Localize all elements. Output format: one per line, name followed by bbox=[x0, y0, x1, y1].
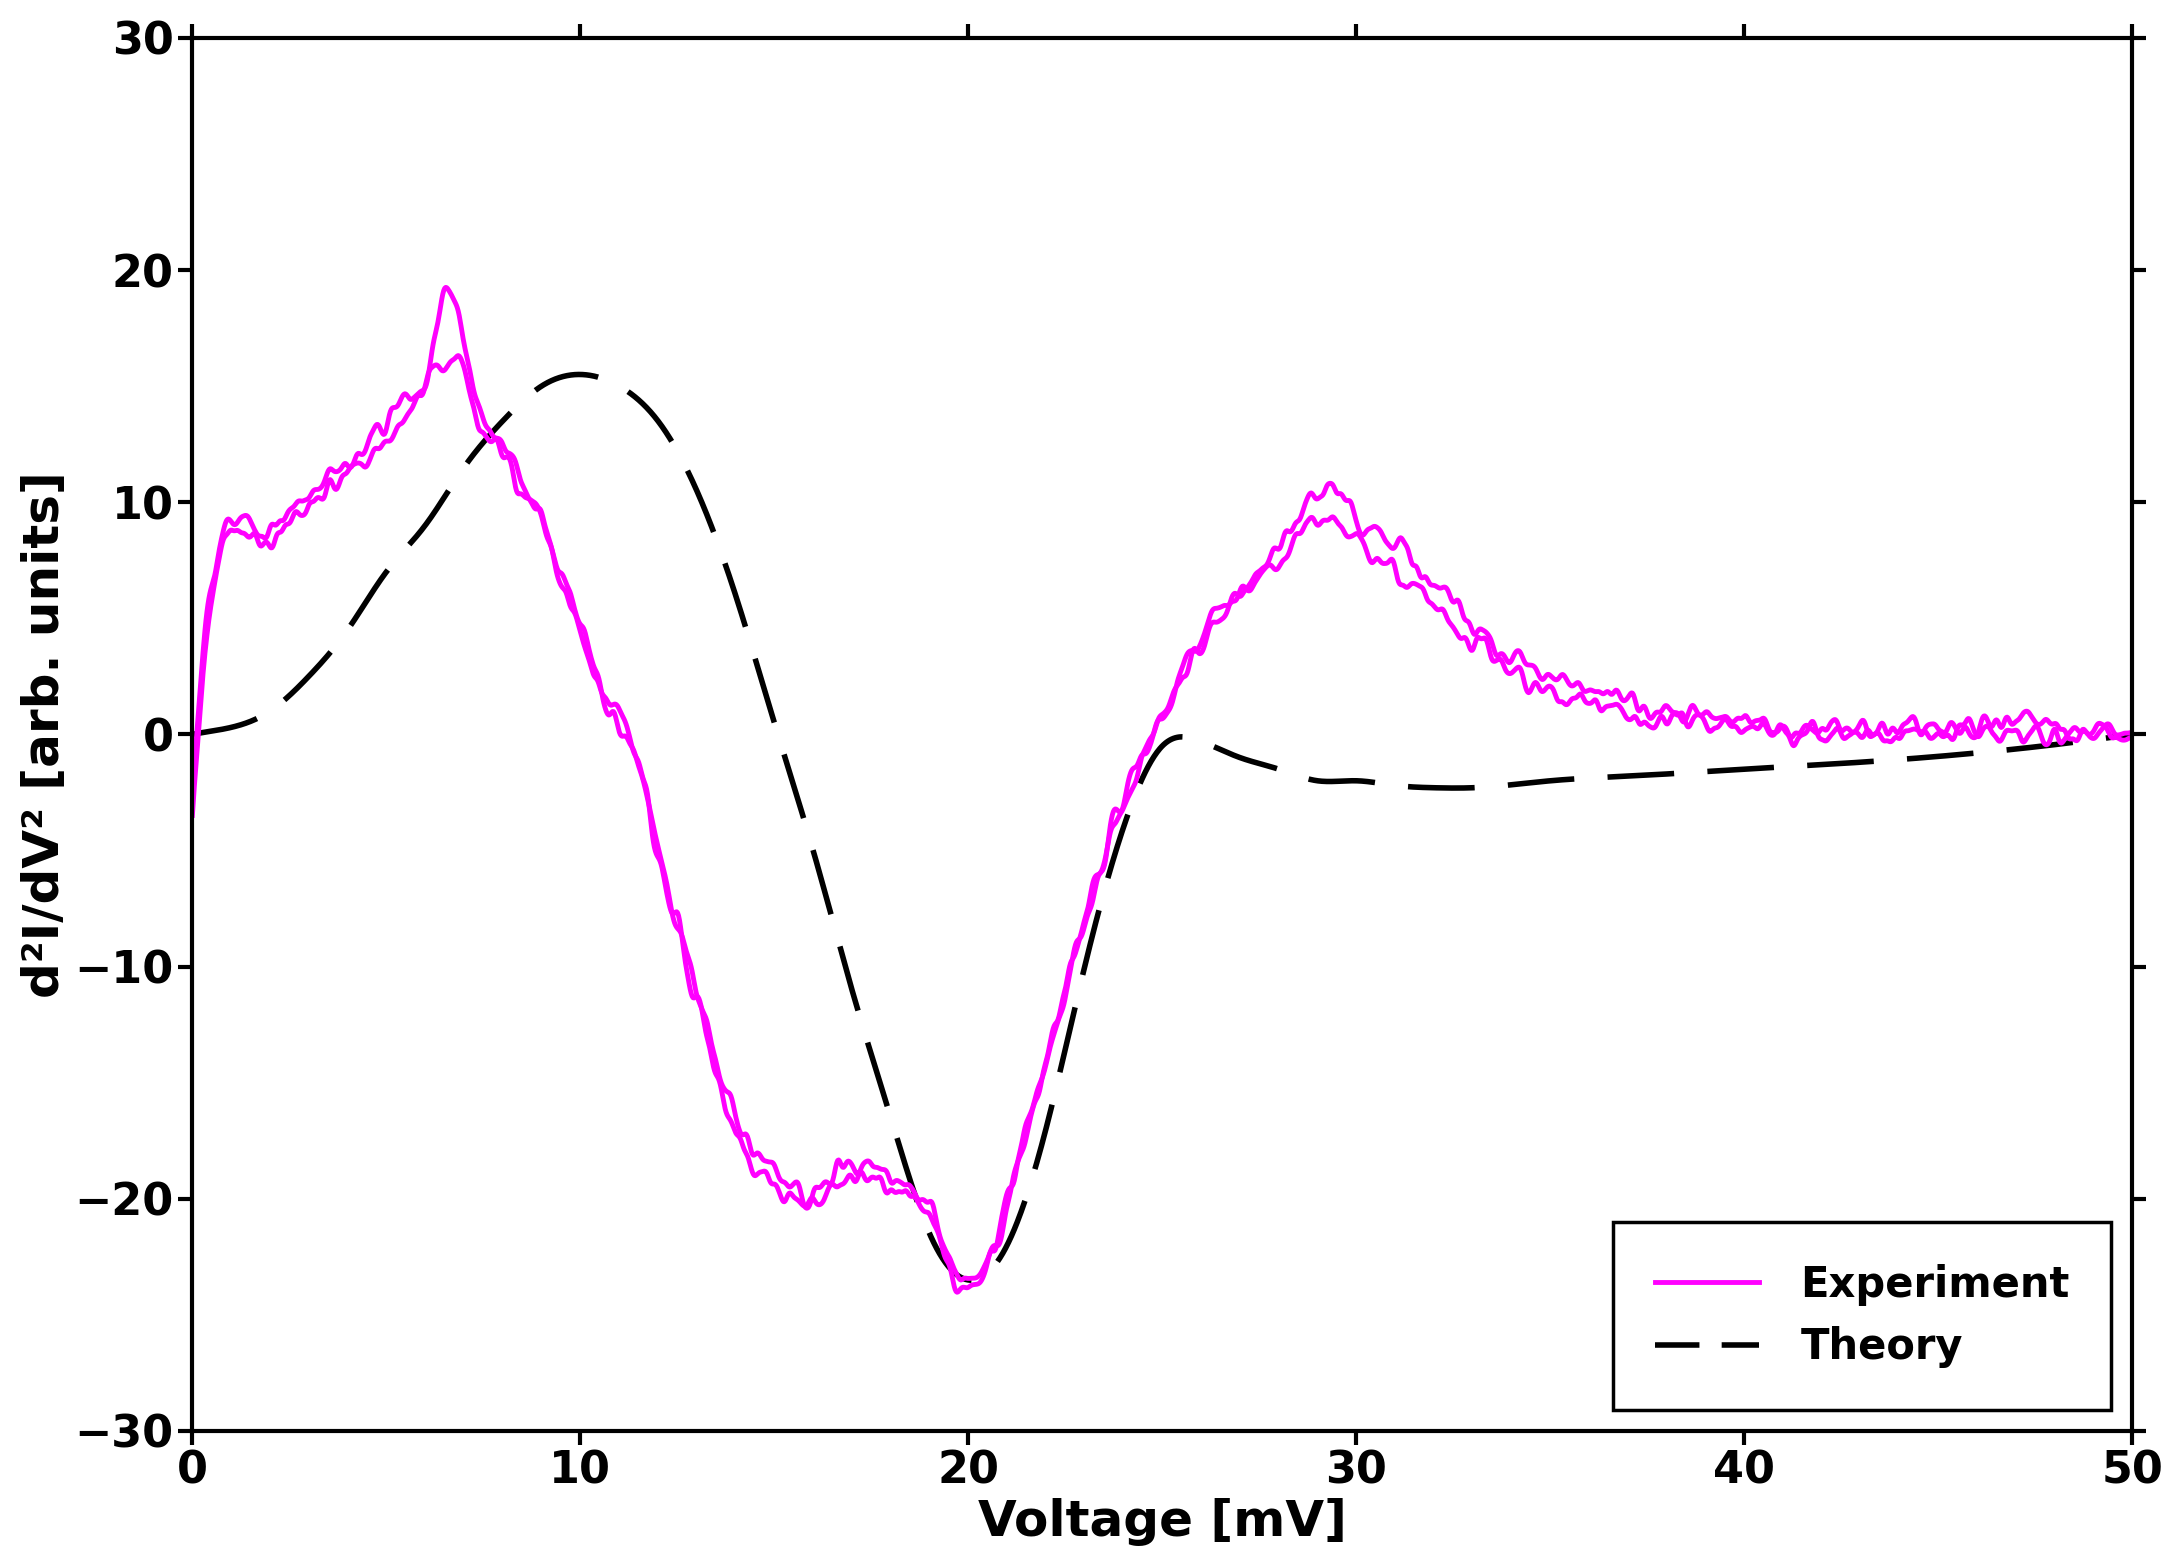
X-axis label: Voltage [mV]: Voltage [mV] bbox=[978, 1498, 1348, 1547]
Y-axis label: d²I/dV² [arb. units]: d²I/dV² [arb. units] bbox=[22, 472, 70, 998]
Legend: Experiment, Theory: Experiment, Theory bbox=[1612, 1222, 2112, 1410]
